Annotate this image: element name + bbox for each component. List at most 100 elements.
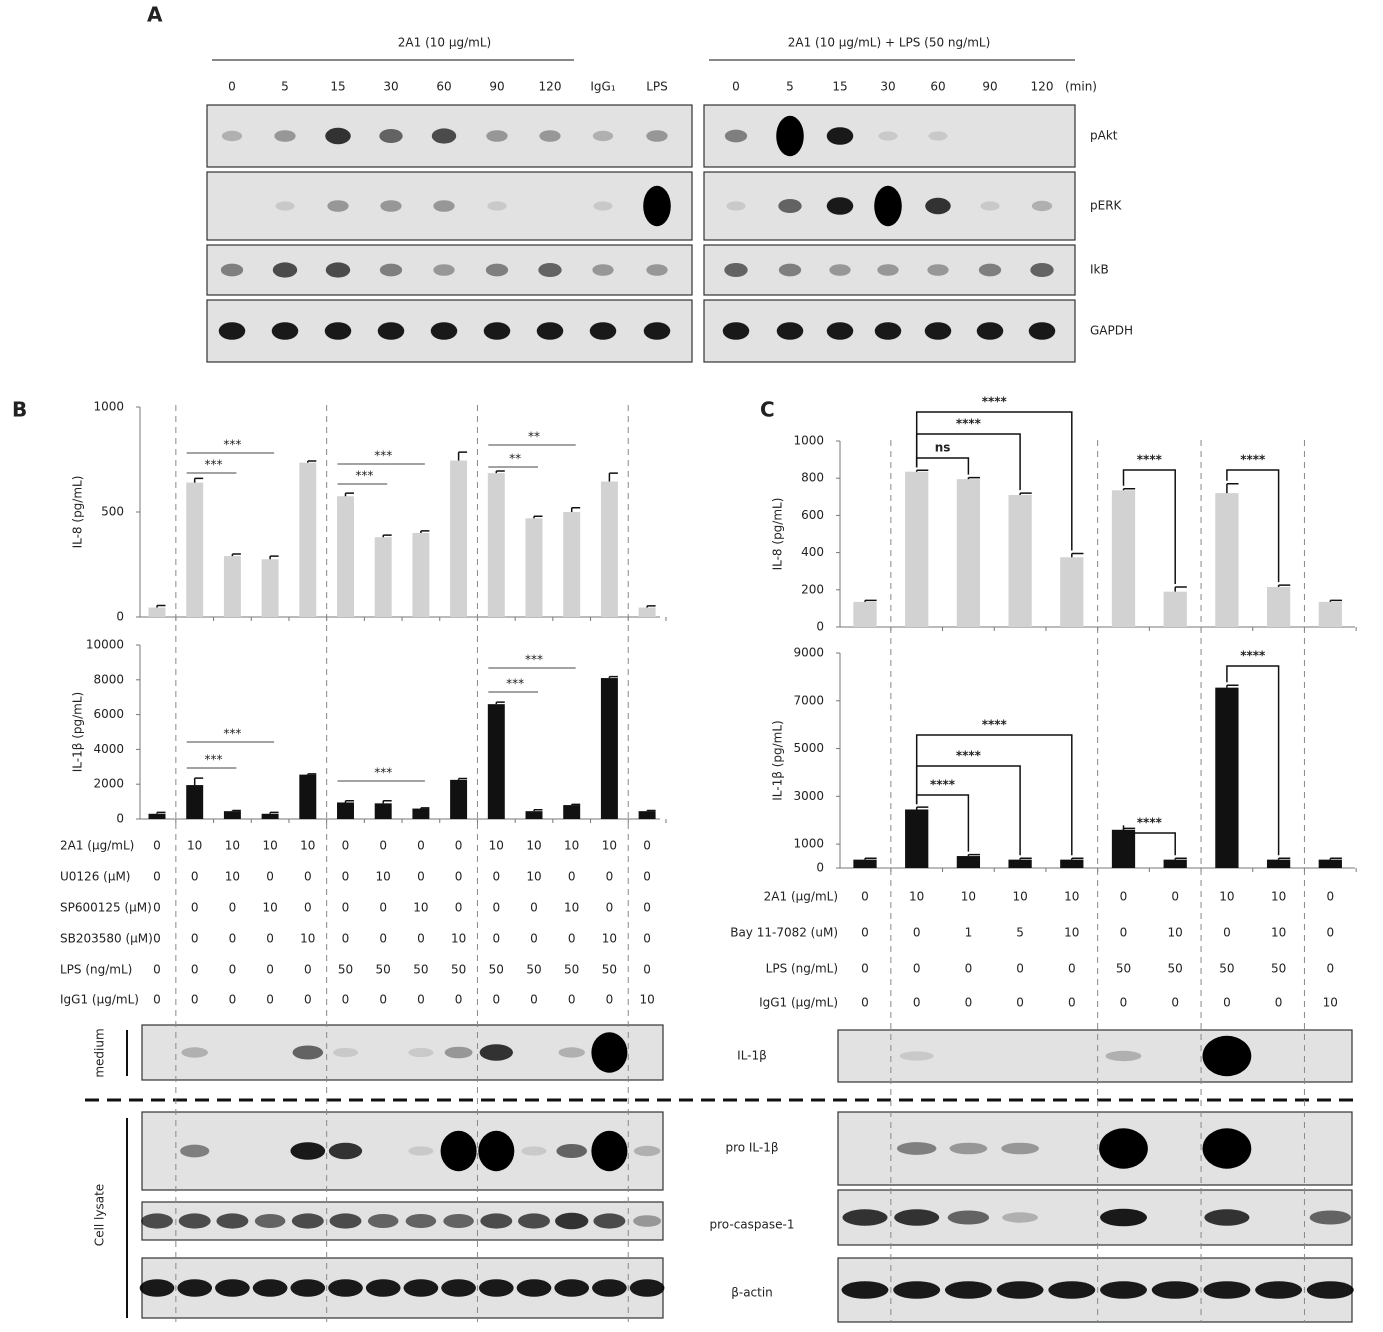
- condition-value: 0: [606, 870, 614, 884]
- bar: [261, 559, 279, 617]
- bar: [1111, 829, 1136, 868]
- bar: [1111, 490, 1136, 627]
- condition-value: 0: [1120, 996, 1128, 1010]
- band: [365, 1279, 401, 1297]
- condition-value: 0: [455, 870, 463, 884]
- y-tick-label: 1000: [93, 400, 124, 414]
- error-bar: [156, 604, 166, 608]
- condition-value: 0: [342, 839, 350, 853]
- y-tick-label: 3000: [793, 789, 824, 803]
- bar: [1215, 493, 1239, 627]
- band: [591, 1032, 628, 1073]
- condition-value: 0: [643, 932, 651, 946]
- band: [1202, 1128, 1252, 1169]
- band: [274, 130, 296, 142]
- condition-value: 0: [913, 996, 921, 1010]
- error-bar: [269, 811, 279, 814]
- group-title: 2A1 (10 µg/mL): [398, 36, 491, 50]
- band: [1028, 322, 1056, 340]
- bar: [1163, 859, 1187, 868]
- group-title: 2A1 (10 µg/mL) + LPS (50 ng/mL): [788, 36, 991, 50]
- condition-value: 0: [606, 901, 614, 915]
- y-tick-label: 500: [101, 505, 124, 519]
- band: [215, 1279, 250, 1297]
- bar: [853, 601, 877, 627]
- error-bar: [1071, 552, 1084, 558]
- bar: [487, 473, 505, 617]
- band: [899, 1051, 934, 1061]
- band: [408, 1047, 434, 1058]
- y-tick-label: 0: [816, 861, 824, 875]
- condition-value: 0: [304, 993, 312, 1007]
- band: [842, 1209, 888, 1226]
- lane-label: 5: [786, 80, 794, 94]
- bar: [412, 533, 430, 617]
- condition-value: 0: [342, 901, 350, 915]
- bar: [337, 802, 354, 819]
- condition-value: 10: [909, 890, 924, 904]
- band: [486, 130, 508, 142]
- band: [826, 322, 854, 340]
- lane-label: 15: [330, 80, 345, 94]
- y-tick-label: 400: [801, 545, 824, 559]
- condition-value: 10: [526, 870, 541, 884]
- band: [976, 322, 1004, 340]
- significance-label: ****: [1137, 816, 1163, 830]
- condition-value: 10: [1271, 926, 1286, 940]
- band: [441, 1279, 476, 1297]
- condition-value: 0: [643, 963, 651, 977]
- band: [826, 197, 854, 215]
- band: [518, 1213, 550, 1229]
- band: [272, 262, 298, 278]
- condition-value: 10: [225, 870, 240, 884]
- significance-label: ***: [355, 469, 373, 483]
- band: [290, 1142, 326, 1160]
- condition-value: 0: [266, 963, 274, 977]
- blot: [703, 104, 1076, 168]
- error-bar: [864, 599, 877, 602]
- band: [724, 129, 748, 143]
- band: [1255, 1281, 1303, 1299]
- y-tick-label: 9000: [793, 646, 824, 660]
- band: [379, 263, 403, 277]
- y-axis-label: IL-1β (pg/mL): [771, 720, 785, 800]
- condition-value: 0: [379, 993, 387, 1007]
- error-bar: [1226, 483, 1239, 494]
- condition-value: 10: [1168, 926, 1183, 940]
- significance-label: ***: [506, 677, 524, 691]
- error-bar: [533, 809, 543, 812]
- error-bar: [608, 675, 618, 679]
- condition-label: SP600125 (µM): [60, 901, 152, 915]
- condition-value: 0: [229, 932, 237, 946]
- band: [556, 1144, 587, 1158]
- bar: [905, 471, 929, 627]
- condition-value: 0: [1223, 996, 1231, 1010]
- bar: [600, 678, 618, 819]
- lane-label: 30: [383, 80, 398, 94]
- condition-value: 50: [1271, 962, 1286, 976]
- band: [593, 201, 613, 211]
- band: [925, 197, 951, 215]
- condition-value: 0: [191, 963, 199, 977]
- significance-label: ***: [525, 653, 543, 667]
- band: [485, 263, 509, 277]
- condition-value: 0: [1068, 962, 1076, 976]
- condition-value: 0: [304, 963, 312, 977]
- blot-group-label: medium: [93, 1028, 107, 1077]
- bar: [1215, 687, 1239, 868]
- band: [1100, 1281, 1147, 1299]
- blot: [206, 171, 693, 241]
- condition-label: Bay 11-7082 (uM): [730, 926, 838, 940]
- y-tick-label: 0: [816, 620, 824, 634]
- error-bar: [495, 701, 505, 705]
- condition-value: 0: [153, 963, 161, 977]
- condition-value: 0: [913, 962, 921, 976]
- bar: [299, 462, 317, 617]
- band: [924, 322, 952, 340]
- band: [379, 129, 403, 143]
- unit-label: (min): [1065, 80, 1097, 94]
- error-bar: [382, 799, 392, 804]
- band: [592, 1279, 627, 1297]
- bar: [1318, 859, 1342, 868]
